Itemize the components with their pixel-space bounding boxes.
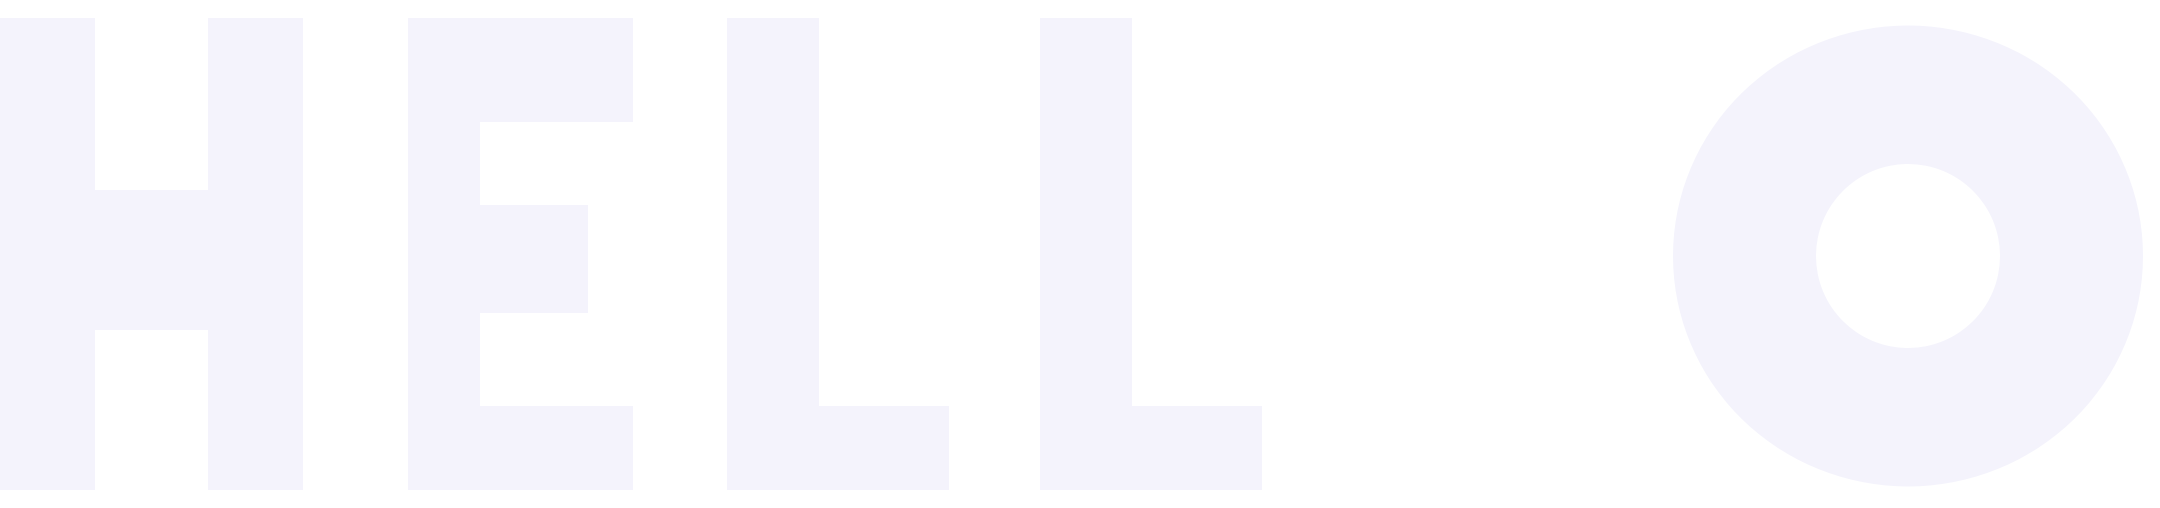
letter-o <box>1672 25 2144 487</box>
letter-h <box>0 18 303 490</box>
letter-e <box>408 18 633 490</box>
letter-l-2 <box>1040 18 1262 490</box>
letter-l-1 <box>727 18 949 490</box>
